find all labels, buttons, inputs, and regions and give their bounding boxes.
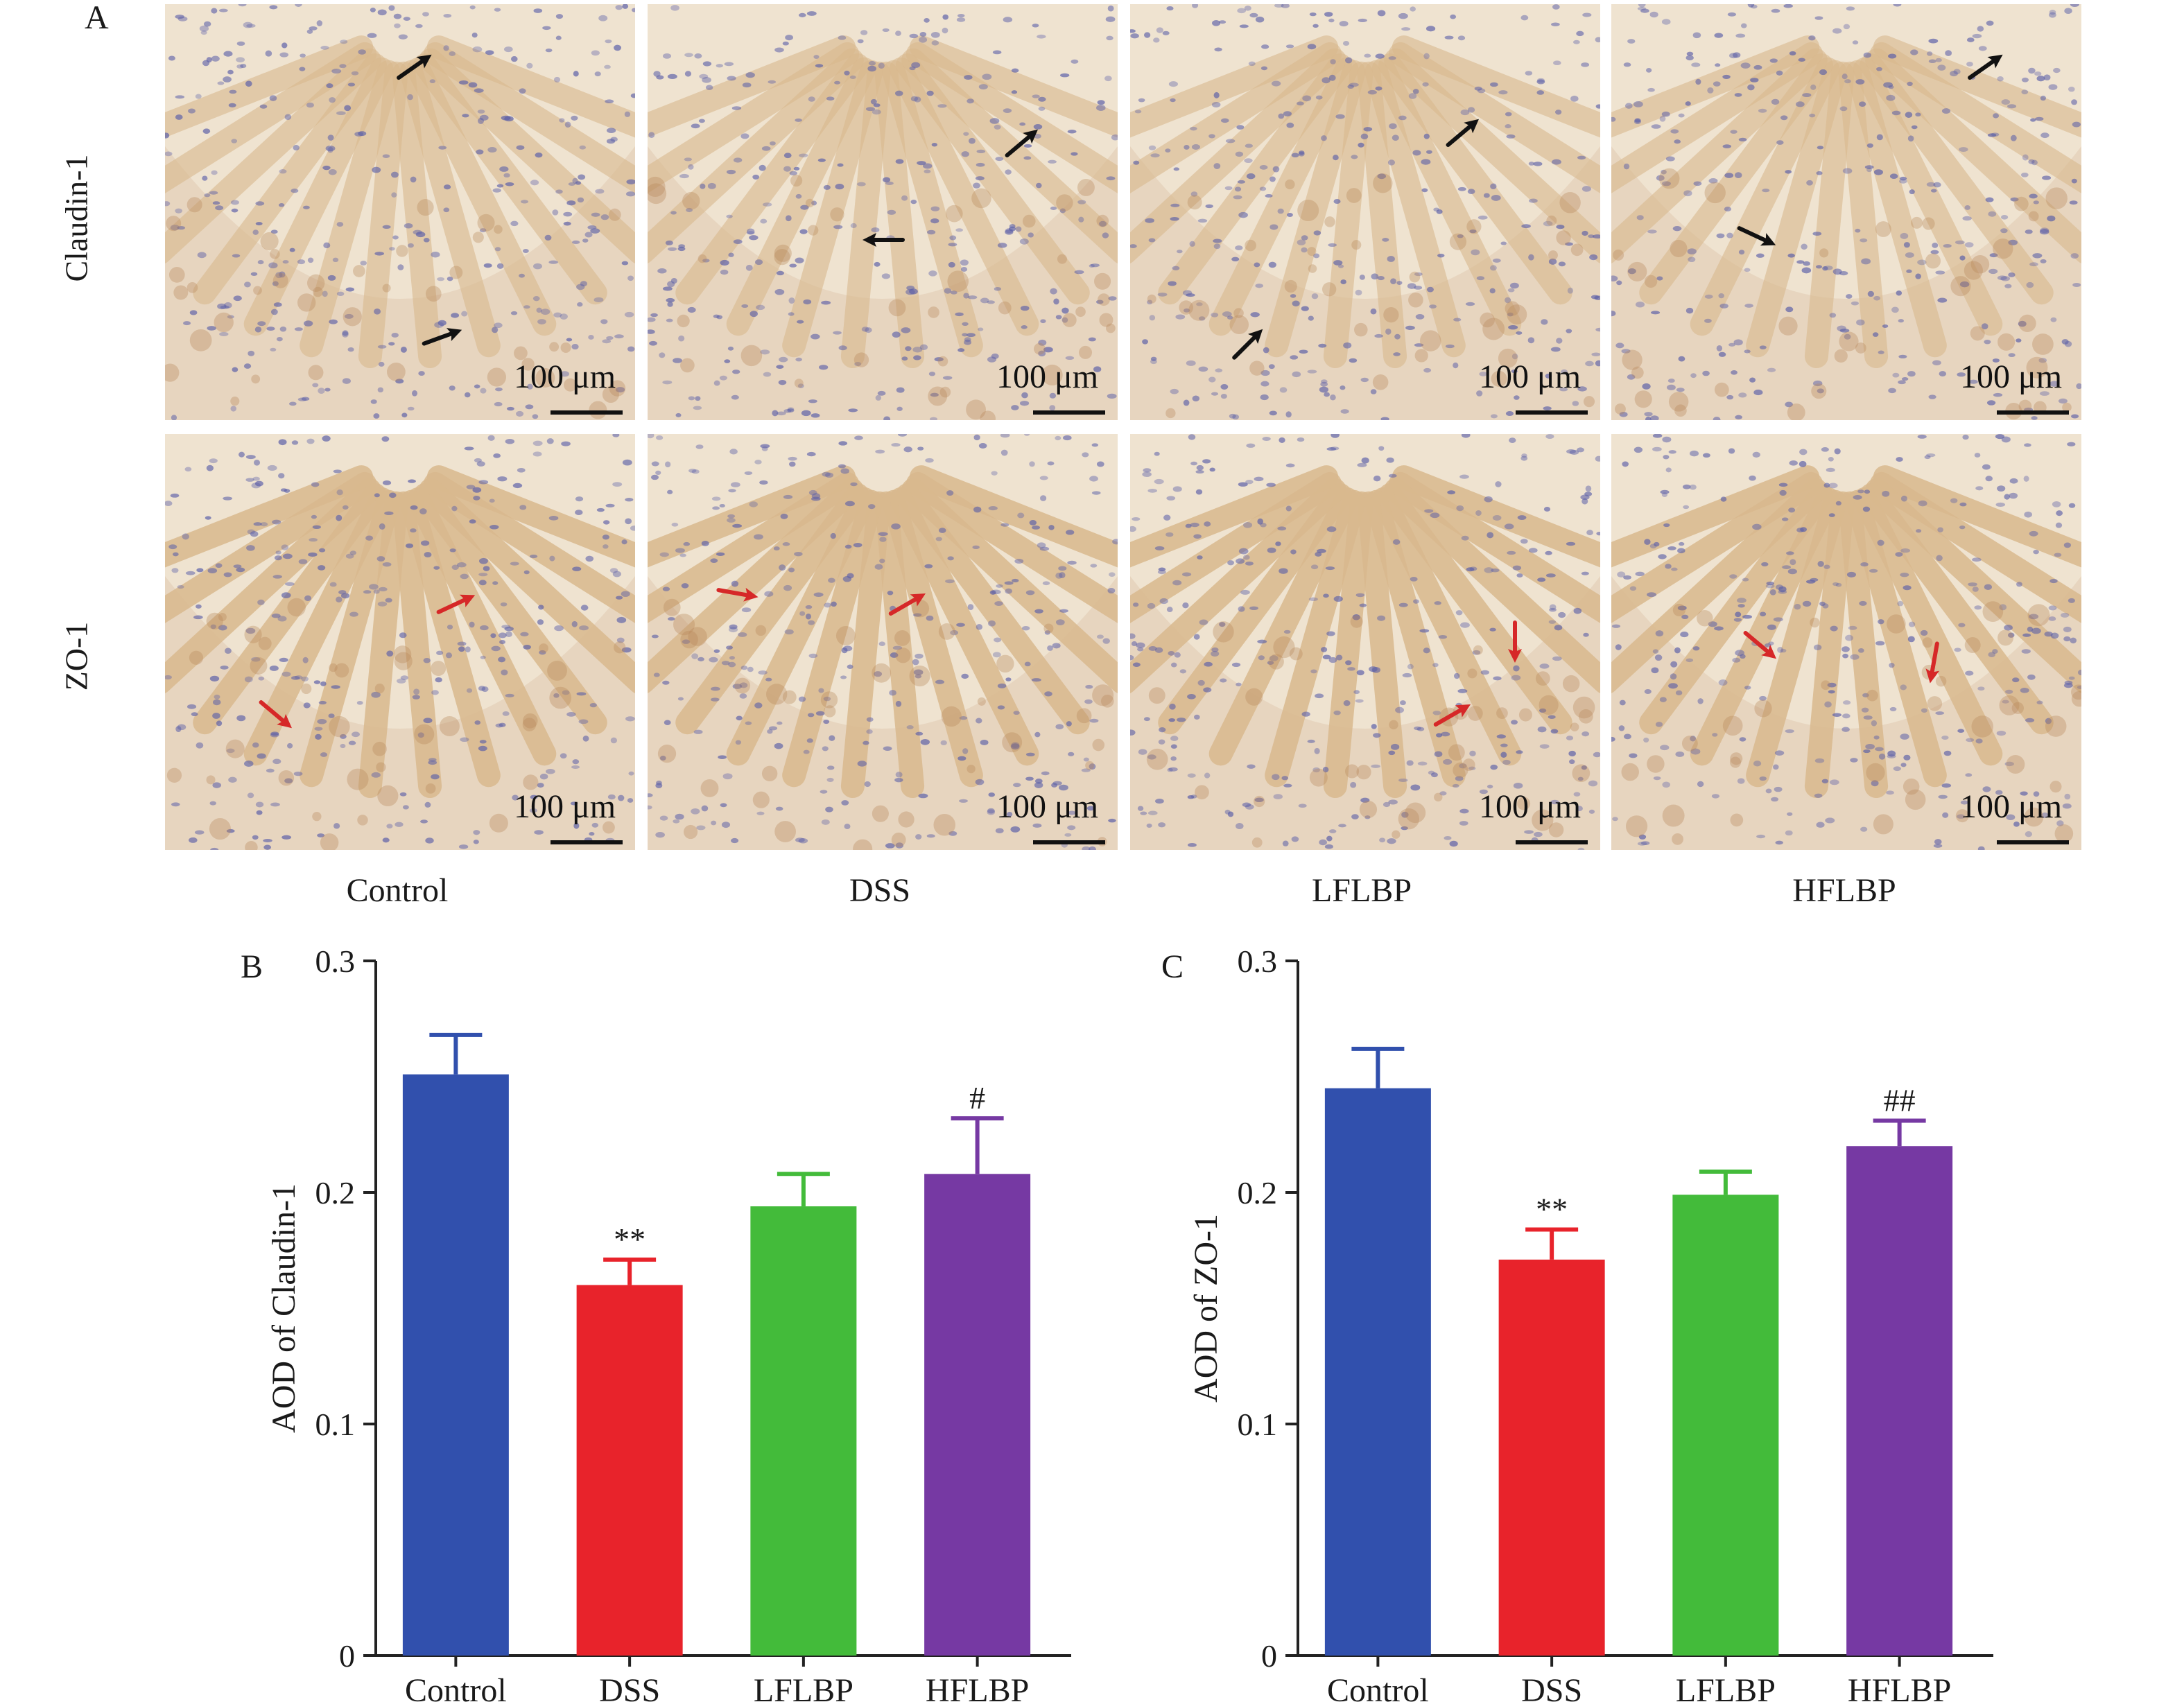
- y-tick-label: 0: [1261, 1638, 1277, 1674]
- x-tick-label: DSS: [1521, 1672, 1582, 1702]
- annotation-arrow: [1508, 620, 1522, 663]
- y-tick-label: 0.2: [315, 1175, 356, 1210]
- x-tick-label: Control: [405, 1672, 507, 1702]
- y-axis-label: AOD of Claudin-1: [266, 1183, 302, 1433]
- x-tick-label: Control: [1327, 1672, 1429, 1702]
- x-tick-label: LFLBP: [1676, 1672, 1776, 1702]
- bar-chart-zo1: 0 0.1 0.2 0.3 AOD of ZO-1 Control DSS ** LFLBP HF…: [1188, 944, 1993, 1702]
- scale-bar: [1997, 840, 2069, 844]
- scale-bar-label: 100 μm: [1960, 788, 2063, 825]
- scale-bar: [1516, 840, 1588, 844]
- row-label-claudin: Claudin-1: [58, 154, 94, 282]
- column-label-control: Control: [346, 872, 449, 909]
- row-label-zo1: ZO-1: [58, 621, 94, 691]
- scale-bar: [1033, 840, 1105, 844]
- annotation-arrow: [259, 700, 292, 729]
- bar-control: [1324, 1088, 1431, 1656]
- scale-bar: [1033, 410, 1105, 415]
- panel-c-letter: C: [1161, 948, 1184, 985]
- scale-bar-label: 100 μm: [1479, 358, 1581, 395]
- scale-bar: [1997, 410, 2069, 415]
- annotation-arrow: [716, 587, 759, 602]
- scale-bar-label: 100 μm: [1960, 358, 2063, 395]
- annotation-arrow: [863, 233, 905, 247]
- scale-bar-label: 100 μm: [514, 788, 616, 825]
- bar-lflbp: [750, 1206, 857, 1656]
- bar-lflbp: [1672, 1195, 1779, 1656]
- annotation-arrow: [436, 594, 476, 614]
- micrograph-zo1-dss: [648, 434, 1118, 850]
- y-tick-label: 0.3: [1238, 944, 1278, 979]
- x-tick-label: DSS: [599, 1672, 660, 1702]
- scale-bar: [551, 410, 623, 415]
- micrograph-zo1-control: [165, 434, 635, 850]
- bar-hflbp: [1846, 1146, 1953, 1656]
- y-axis-label: AOD of ZO-1: [1188, 1214, 1224, 1403]
- annotation-arrow: [1925, 641, 1940, 684]
- micrograph-claudin-hflbp: [1611, 4, 2081, 420]
- significance-label: ##: [1884, 1082, 1916, 1118]
- micrograph-claudin-dss: [648, 4, 1118, 420]
- x-tick-label: LFLBP: [754, 1672, 853, 1702]
- column-label-hflbp: HFLBP: [1792, 872, 1896, 909]
- y-tick-label: 0: [339, 1638, 355, 1674]
- micrograph-claudin-lflbp: [1130, 4, 1600, 420]
- scale-bar: [1516, 410, 1588, 415]
- annotation-arrow: [1743, 631, 1776, 659]
- annotation-arrow: [422, 328, 462, 346]
- bar-chart-claudin: 0 0.1 0.2 0.3 AOD of Claudin-1 Control DSS ** LF…: [266, 944, 1071, 1702]
- bar-dss: [576, 1285, 683, 1656]
- column-label-lflbp: LFLBP: [1311, 872, 1412, 909]
- annotation-arrow: [1737, 226, 1776, 246]
- scale-bar-label: 100 μm: [1479, 788, 1581, 825]
- scale-bar-label: 100 μm: [996, 788, 1099, 825]
- annotation-arrow: [888, 593, 926, 616]
- annotation-arrow: [1968, 54, 2003, 80]
- annotation-arrow: [1446, 119, 1479, 147]
- panel-a-letter: A: [85, 0, 109, 36]
- bar-control: [402, 1074, 509, 1656]
- micrograph-zo1-hflbp: [1611, 434, 2081, 850]
- bar-hflbp: [924, 1174, 1031, 1656]
- significance-label: **: [1536, 1191, 1568, 1226]
- scale-bar-label: 100 μm: [996, 358, 1099, 395]
- panel-b-letter: B: [241, 948, 263, 985]
- scale-bar-label: 100 μm: [514, 358, 616, 395]
- bar-dss: [1498, 1259, 1605, 1656]
- x-tick-label: HFLBP: [1848, 1672, 1951, 1702]
- y-tick-label: 0.3: [315, 944, 356, 979]
- micrograph-claudin-control: [165, 4, 635, 420]
- annotation-arrow: [397, 54, 432, 80]
- y-tick-label: 0.2: [1238, 1175, 1278, 1210]
- column-label-dss: DSS: [849, 872, 911, 909]
- scale-bar: [551, 840, 623, 844]
- annotation-arrow: [1433, 704, 1471, 727]
- y-tick-label: 0.1: [1238, 1407, 1278, 1442]
- significance-label: **: [614, 1222, 645, 1257]
- micrograph-zo1-lflbp: [1130, 434, 1600, 850]
- y-tick-label: 0.1: [315, 1407, 356, 1442]
- significance-label: #: [969, 1080, 985, 1115]
- annotation-arrow: [1005, 129, 1038, 157]
- x-tick-label: HFLBP: [926, 1672, 1029, 1702]
